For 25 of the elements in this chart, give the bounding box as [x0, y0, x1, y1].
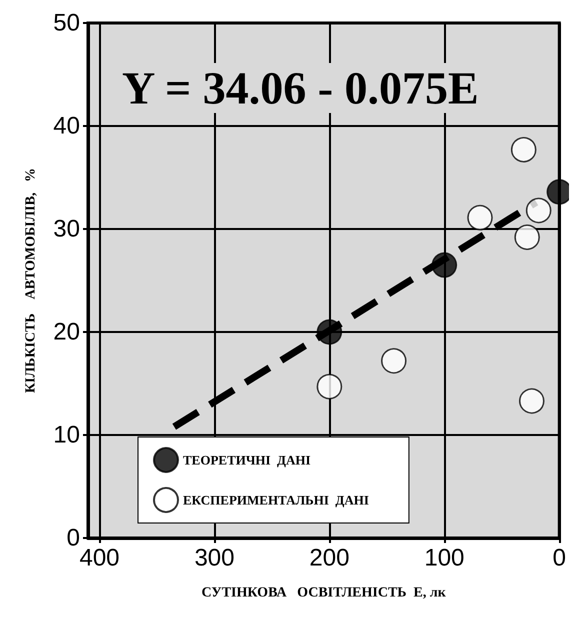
y-tick-label: 50 [53, 10, 80, 36]
y-tick-label: 10 [53, 422, 80, 448]
point [526, 198, 552, 224]
y-tick-label: 40 [53, 112, 80, 140]
point [381, 348, 407, 374]
x-tick-label: 300 [194, 544, 234, 572]
legend-label: ЕКСПЕРИМЕНТАЛЬНІ ДАНІ [183, 492, 369, 508]
x-tick-label: 200 [309, 544, 350, 572]
point [514, 224, 540, 250]
y-tick-label: 30 [53, 216, 80, 242]
point [316, 374, 342, 400]
y-axis-title: КІЛЬКІСТЬ АВТОМОБІЛІВ, % [24, 168, 38, 393]
x-axis-title: СУТІНКОВА ОСВІТЛЕНІСТЬ Е, лк [202, 586, 447, 600]
point [432, 252, 458, 278]
x-tick-label: 100 [424, 544, 464, 572]
legend-label: ТЕОРЕТИЧНІ ДАНІ [183, 452, 311, 468]
x-tick-label: 0 [552, 544, 566, 572]
point [510, 136, 536, 162]
point [316, 319, 342, 345]
annotation: Y = 34.06 - 0.075E [122, 62, 479, 114]
point [519, 388, 544, 414]
y-tick-label: 0 [66, 524, 80, 552]
y-tick-label: 20 [53, 318, 80, 346]
x-tick-label: 400 [79, 544, 120, 572]
point [467, 204, 493, 230]
